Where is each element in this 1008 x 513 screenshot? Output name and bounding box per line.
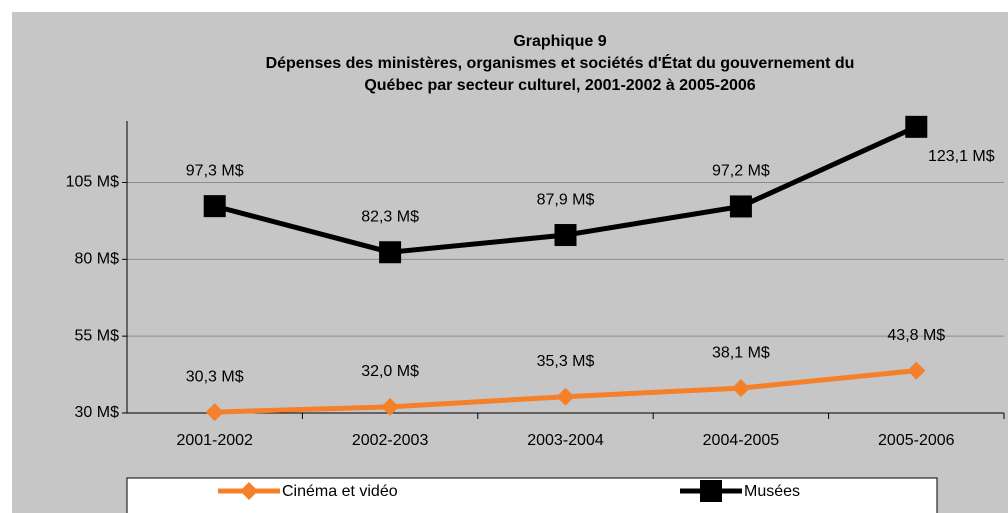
chart-background	[12, 12, 1008, 513]
point	[205, 403, 224, 422]
x-tick-label: 2002-2003	[352, 432, 429, 449]
legend	[126, 477, 938, 513]
chart-subtitle: Québec par secteur culturel, 2001-2002 à…	[364, 77, 755, 94]
data-label: 97,3 M$	[186, 162, 244, 179]
data-label: 123,1 M$	[928, 148, 995, 165]
data-label: 38,1 M$	[712, 344, 770, 361]
point	[905, 115, 928, 138]
data-label: 32,0 M$	[361, 363, 419, 380]
y-tick-label: 55 M$	[75, 327, 120, 344]
point	[554, 224, 577, 247]
point	[203, 195, 226, 218]
data-label: 35,3 M$	[537, 353, 595, 370]
data-label: 97,2 M$	[712, 163, 770, 180]
y-tick-label: 80 M$	[75, 251, 120, 268]
data-label: 30,3 M$	[186, 368, 244, 385]
legend-label: Cinéma et vidéo	[282, 483, 398, 500]
point	[556, 387, 575, 406]
point	[379, 241, 402, 264]
point	[729, 195, 752, 218]
legend-marker	[700, 480, 722, 502]
data-label: 87,9 M$	[537, 191, 595, 208]
point	[907, 361, 926, 380]
data-label: 82,3 M$	[361, 208, 419, 225]
data-label: 43,8 M$	[887, 327, 945, 344]
chart-title: Graphique 9	[513, 33, 606, 50]
y-tick-label: 105 M$	[66, 174, 119, 191]
legend-label: Musées	[744, 483, 800, 500]
y-tick-label: 30 M$	[75, 404, 120, 421]
x-tick-label: 2003-2004	[527, 432, 604, 449]
x-tick-label: 2004-2005	[703, 432, 780, 449]
point	[731, 379, 750, 398]
legend-marker	[240, 482, 258, 500]
point	[381, 397, 400, 416]
x-tick-label: 2005-2006	[878, 432, 955, 449]
chart-subtitle: Dépenses des ministères, organismes et s…	[266, 53, 855, 72]
x-tick-label: 2001-2002	[176, 432, 253, 449]
